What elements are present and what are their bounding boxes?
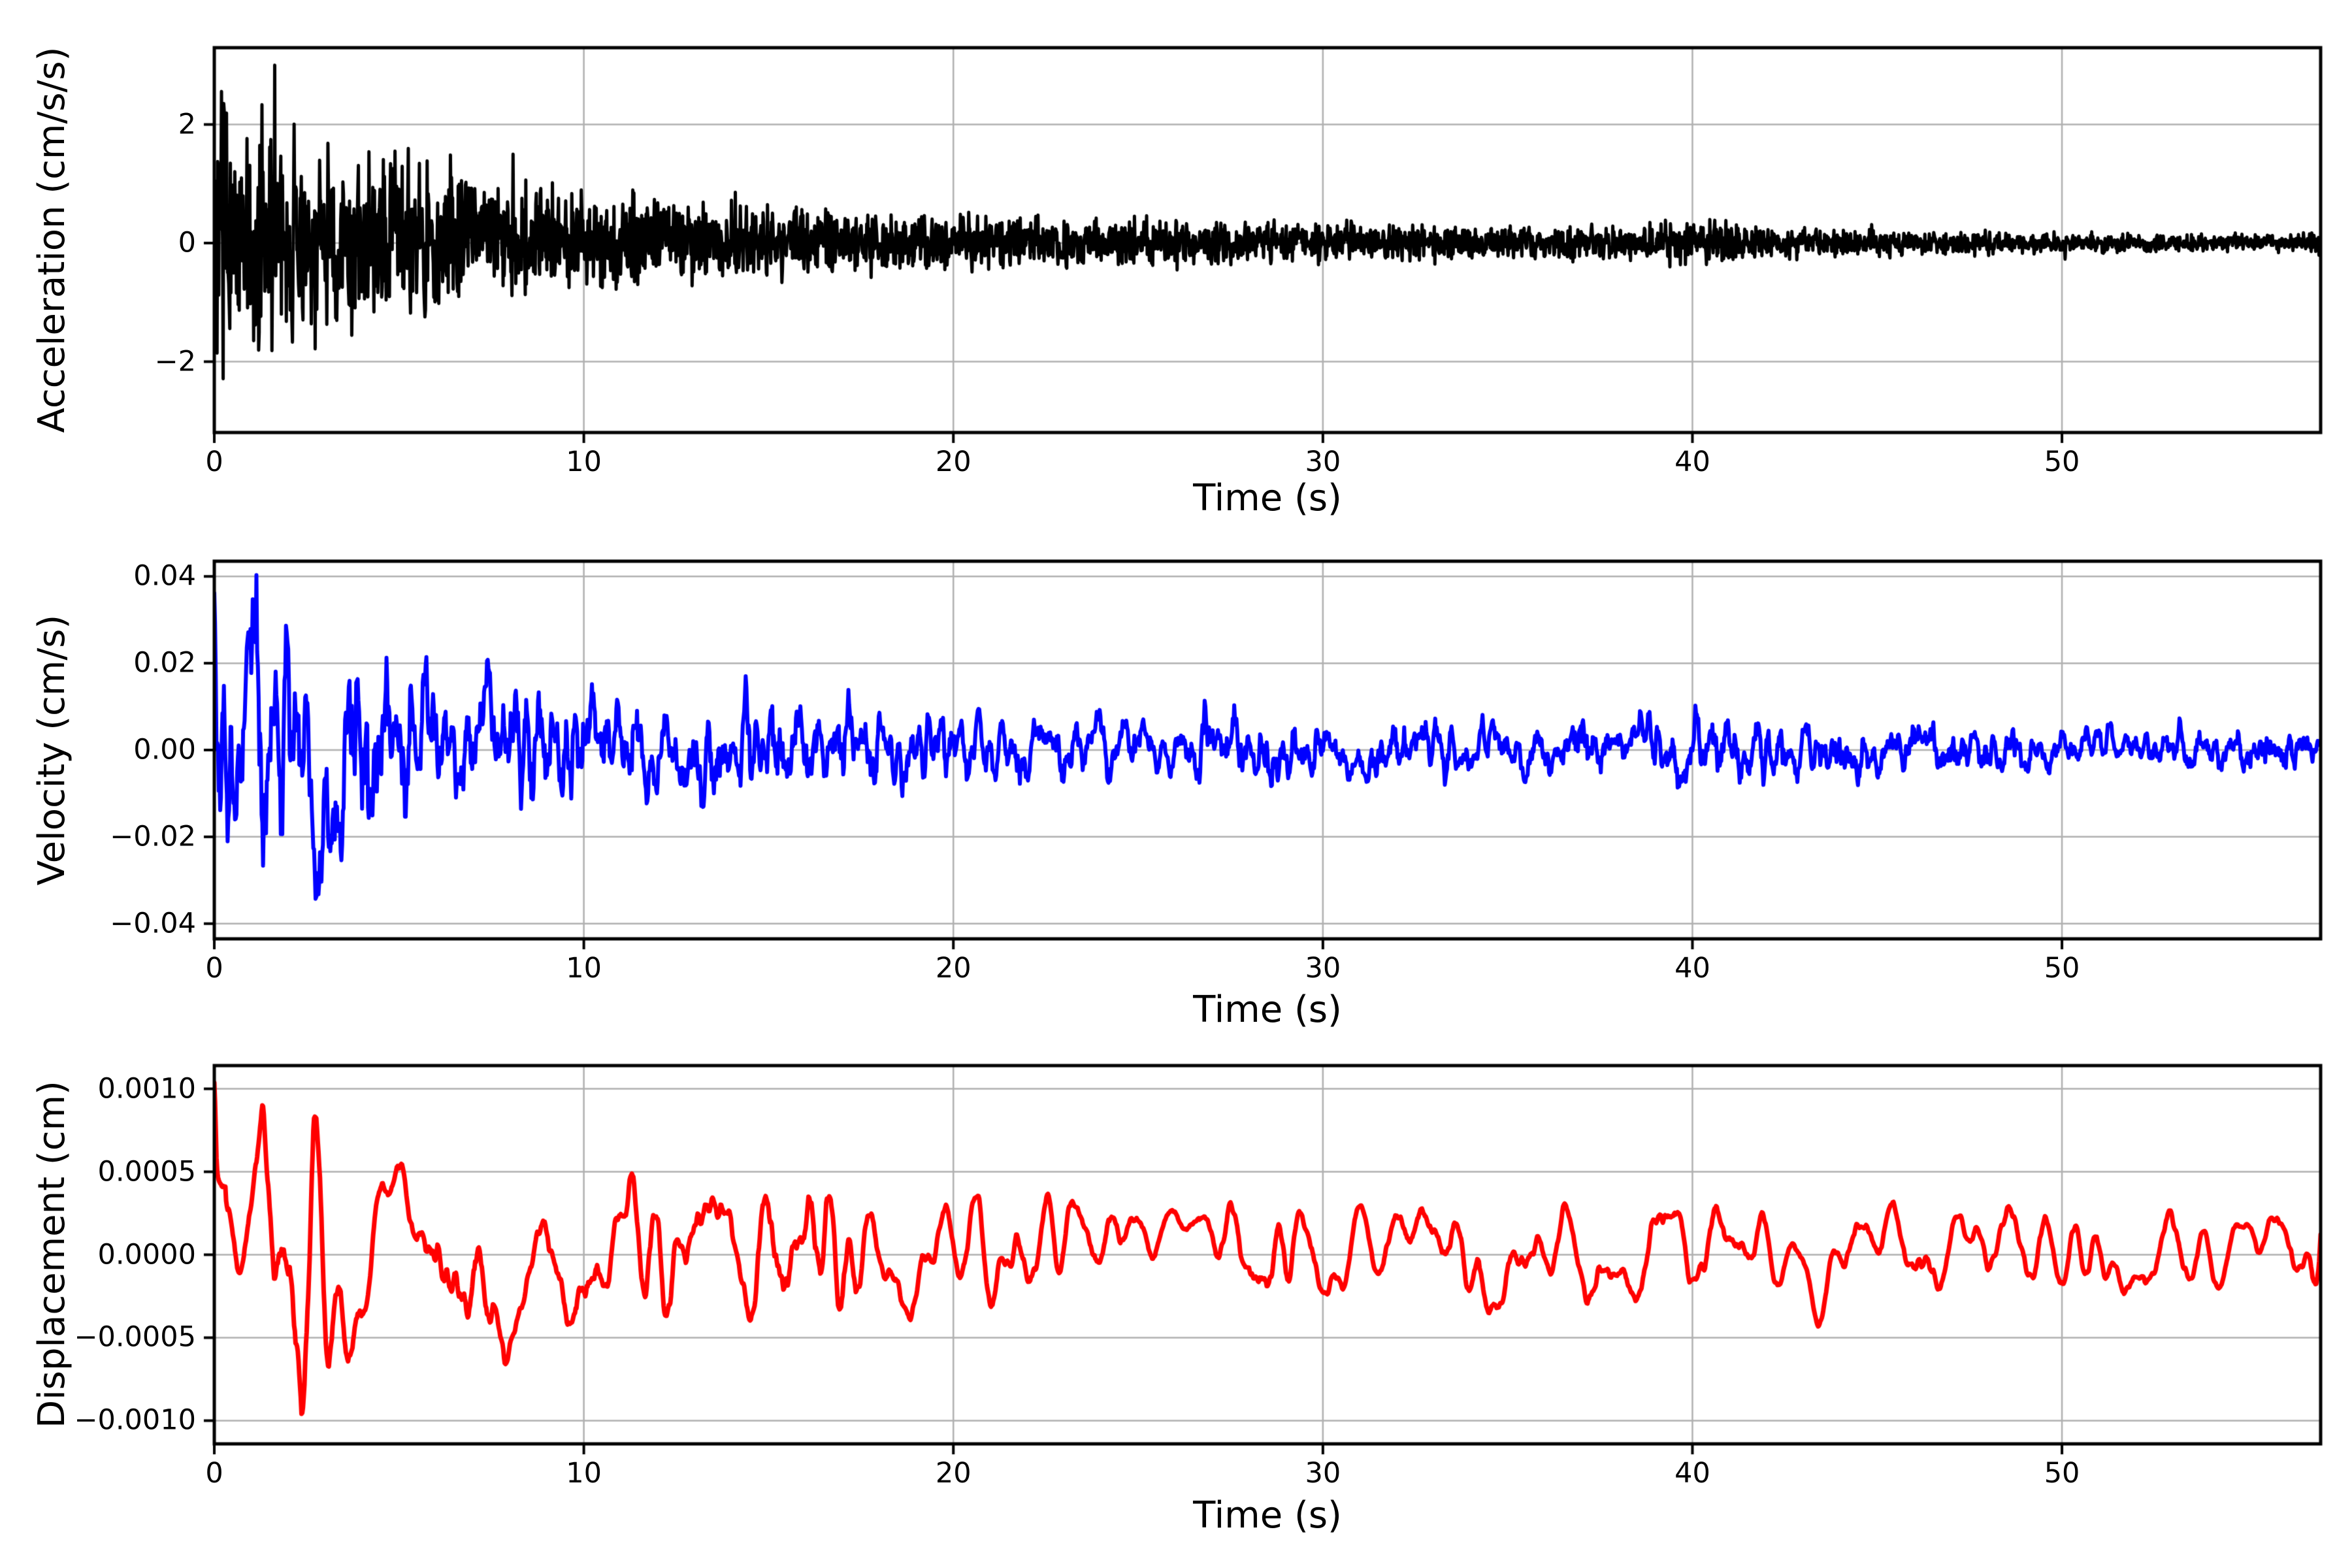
x-tick-label: 30 bbox=[1305, 952, 1341, 985]
velocity-y-axis-label: Velocity (cm/s) bbox=[31, 614, 73, 886]
x-tick-label: 20 bbox=[935, 446, 972, 478]
acceleration-y-axis-label: Acceleration (cm/s/s) bbox=[31, 46, 73, 433]
y-tick-label: 0.02 bbox=[133, 646, 196, 679]
x-tick-label: 0 bbox=[205, 952, 223, 985]
displacement-x-axis-label: Time (s) bbox=[1193, 1494, 1342, 1537]
y-tick-label: 0.00 bbox=[133, 733, 196, 766]
x-tick-label: 0 bbox=[205, 446, 223, 478]
x-tick-label: 30 bbox=[1305, 1457, 1341, 1490]
x-tick-label: 40 bbox=[1674, 446, 1710, 478]
y-tick-label: −0.04 bbox=[110, 907, 196, 940]
y-tick-label: −0.0010 bbox=[74, 1403, 197, 1437]
x-tick-label: 40 bbox=[1674, 952, 1710, 985]
displacement-y-axis-label: Displacement (cm) bbox=[31, 1081, 73, 1428]
y-tick-label: 0.04 bbox=[133, 559, 196, 593]
x-tick-label: 40 bbox=[1674, 1457, 1710, 1490]
x-tick-label: 20 bbox=[935, 952, 972, 985]
y-tick-label: −0.02 bbox=[110, 820, 196, 853]
y-tick-label: −0.0005 bbox=[74, 1320, 197, 1354]
x-tick-label: 20 bbox=[935, 1457, 972, 1490]
x-tick-label: 50 bbox=[2044, 446, 2080, 478]
x-tick-label: 50 bbox=[2044, 952, 2080, 985]
y-tick-label: 0.0000 bbox=[97, 1238, 196, 1271]
x-tick-label: 30 bbox=[1305, 446, 1341, 478]
y-tick-label: 2 bbox=[178, 108, 196, 141]
x-tick-label: 10 bbox=[566, 446, 602, 478]
x-tick-label: 10 bbox=[566, 952, 602, 985]
y-tick-label: 0.0005 bbox=[97, 1155, 196, 1188]
y-tick-label: 0 bbox=[178, 226, 196, 259]
x-tick-label: 0 bbox=[205, 1457, 223, 1490]
y-tick-label: 0.0010 bbox=[97, 1072, 196, 1105]
velocity-x-axis-label: Time (s) bbox=[1193, 988, 1342, 1031]
x-tick-label: 10 bbox=[566, 1457, 602, 1490]
acceleration-x-axis-label: Time (s) bbox=[1193, 477, 1342, 519]
x-tick-label: 50 bbox=[2044, 1457, 2080, 1490]
y-tick-label: −2 bbox=[154, 345, 196, 378]
